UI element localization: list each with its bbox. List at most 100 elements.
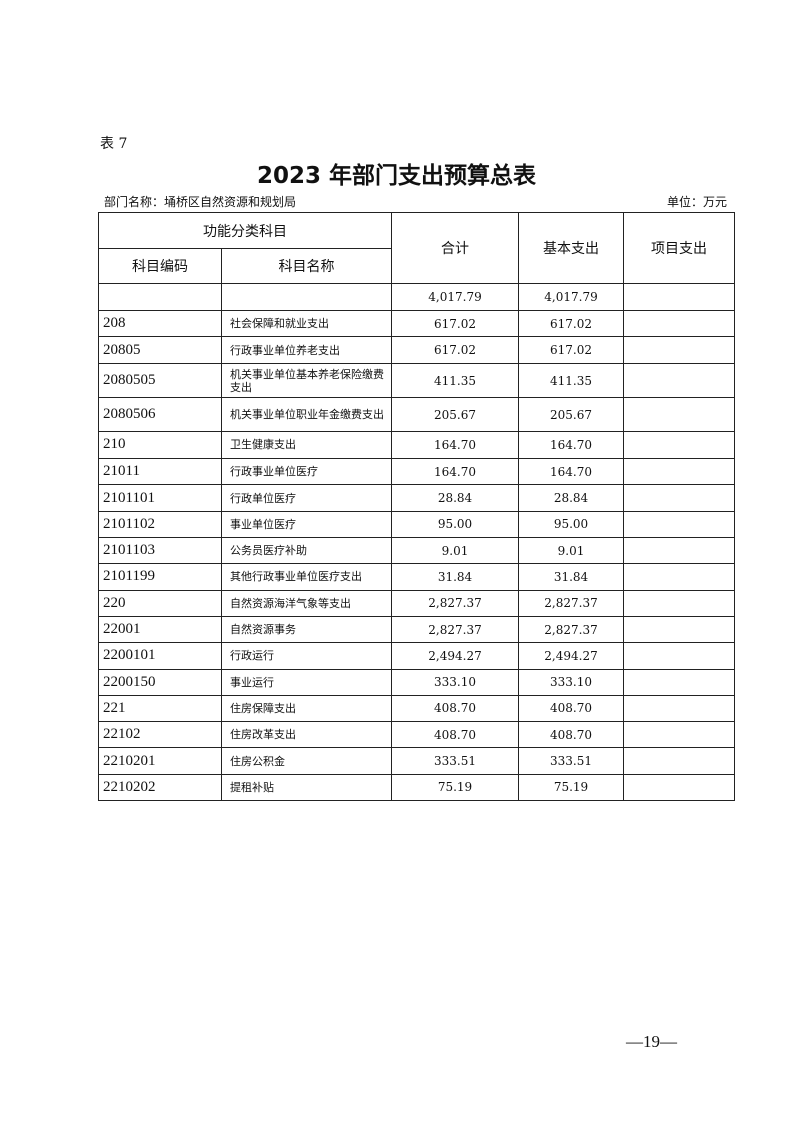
cell-project bbox=[623, 668, 735, 696]
table-row: 2101199 其他行政事业单位医疗支出 31.84 31.84 bbox=[98, 563, 735, 591]
cell-name: 住房改革支出 bbox=[221, 721, 392, 749]
table-row: 4,017.79 4,017.79 bbox=[98, 283, 735, 311]
cell-name: 住房公积金 bbox=[221, 747, 392, 775]
table-row: 22102 住房改革支出 408.70 408.70 bbox=[98, 721, 735, 749]
cell-project bbox=[623, 363, 735, 399]
table-row: 2200150 事业运行 333.10 333.10 bbox=[98, 668, 735, 696]
cell-total: 9.01 bbox=[391, 537, 519, 565]
cell-name: 行政单位医疗 bbox=[221, 484, 392, 512]
cell-total: 408.70 bbox=[391, 721, 519, 749]
table-row: 2200101 行政运行 2,494.27 2,494.27 bbox=[98, 642, 735, 670]
cell-code: 2200101 bbox=[98, 642, 222, 670]
header-name: 科目名称 bbox=[221, 248, 392, 284]
cell-name: 事业运行 bbox=[221, 668, 392, 696]
header-project: 项目支出 bbox=[623, 212, 735, 284]
table-row: 2101103 公务员医疗补助 9.01 9.01 bbox=[98, 537, 735, 565]
cell-code: 22001 bbox=[98, 615, 222, 644]
cell-project bbox=[623, 747, 735, 775]
cell-code: 210 bbox=[98, 431, 222, 459]
table-row: 22001 自然资源事务 2,827.37 2,827.37 bbox=[98, 615, 735, 644]
cell-basic: 411.35 bbox=[518, 363, 624, 399]
cell-basic: 9.01 bbox=[518, 537, 624, 565]
cell-total: 408.70 bbox=[391, 694, 519, 723]
department-name: 部门名称：埇桥区自然资源和规划局 bbox=[104, 195, 297, 209]
cell-name: 社会保障和就业支出 bbox=[221, 309, 392, 338]
cell-name: 住房保障支出 bbox=[221, 694, 392, 723]
cell-code: 2210201 bbox=[98, 747, 222, 775]
cell-name: 自然资源事务 bbox=[221, 615, 392, 644]
cell-code: 2200150 bbox=[98, 668, 222, 696]
table-row: 20805 行政事业单位养老支出 617.02 617.02 bbox=[98, 336, 735, 365]
cell-code: 220 bbox=[98, 589, 222, 617]
cell-total: 2,827.37 bbox=[391, 589, 519, 617]
cell-project bbox=[623, 642, 735, 670]
table-row: 220 自然资源海洋气象等支出 2,827.37 2,827.37 bbox=[98, 589, 735, 617]
cell-project bbox=[623, 694, 735, 723]
cell-project bbox=[623, 589, 735, 617]
cell-name: 机关事业单位基本养老保险缴费支出 bbox=[221, 363, 392, 399]
table-row: 210 卫生健康支出 164.70 164.70 bbox=[98, 431, 735, 459]
cell-total: 2,827.37 bbox=[391, 615, 519, 644]
table-row: 21011 行政事业单位医疗 164.70 164.70 bbox=[98, 457, 735, 486]
table-row: 2080506 机关事业单位职业年金缴费支出 205.67 205.67 bbox=[98, 397, 735, 433]
cell-basic: 2,494.27 bbox=[518, 642, 624, 670]
cell-project bbox=[623, 537, 735, 565]
header-code: 科目编码 bbox=[98, 248, 222, 284]
cell-name: 卫生健康支出 bbox=[221, 431, 392, 459]
cell-basic: 205.67 bbox=[518, 397, 624, 433]
cell-basic: 4,017.79 bbox=[518, 283, 624, 311]
cell-basic: 617.02 bbox=[518, 336, 624, 365]
cell-code bbox=[98, 283, 222, 311]
cell-name: 事业单位医疗 bbox=[221, 510, 392, 539]
cell-project bbox=[623, 773, 735, 802]
cell-total: 617.02 bbox=[391, 336, 519, 365]
cell-total: 205.67 bbox=[391, 397, 519, 433]
cell-basic: 31.84 bbox=[518, 563, 624, 591]
cell-code: 2080506 bbox=[98, 397, 222, 433]
cell-code: 221 bbox=[98, 694, 222, 723]
cell-total: 164.70 bbox=[391, 457, 519, 486]
cell-name: 行政事业单位医疗 bbox=[221, 457, 392, 486]
table-row: 2080505 机关事业单位基本养老保险缴费支出 411.35 411.35 bbox=[98, 363, 735, 399]
cell-code: 2101103 bbox=[98, 537, 222, 565]
cell-total: 333.51 bbox=[391, 747, 519, 775]
cell-code: 21011 bbox=[98, 457, 222, 486]
table-row: 221 住房保障支出 408.70 408.70 bbox=[98, 694, 735, 723]
header-function-group: 功能分类科目 bbox=[98, 212, 392, 249]
cell-total: 95.00 bbox=[391, 510, 519, 539]
cell-code: 2210202 bbox=[98, 773, 222, 802]
table-row: 2210202 提租补贴 75.19 75.19 bbox=[98, 773, 735, 802]
cell-name: 公务员医疗补助 bbox=[221, 537, 392, 565]
cell-project bbox=[623, 336, 735, 365]
table-row: 2101102 事业单位医疗 95.00 95.00 bbox=[98, 510, 735, 539]
cell-code: 208 bbox=[98, 309, 222, 338]
cell-project bbox=[623, 563, 735, 591]
budget-table: 功能分类科目 合计 基本支出 项目支出 科目编码 科目名称 4,017.79 4,… bbox=[98, 212, 735, 802]
cell-project bbox=[623, 484, 735, 512]
cell-project bbox=[623, 615, 735, 644]
cell-total: 4,017.79 bbox=[391, 283, 519, 311]
cell-basic: 617.02 bbox=[518, 309, 624, 338]
cell-total: 411.35 bbox=[391, 363, 519, 399]
cell-total: 617.02 bbox=[391, 309, 519, 338]
page-title: 2023 年部门支出预算总表 bbox=[256, 163, 537, 189]
cell-code: 20805 bbox=[98, 336, 222, 365]
cell-basic: 164.70 bbox=[518, 431, 624, 459]
cell-basic: 2,827.37 bbox=[518, 615, 624, 644]
cell-basic: 164.70 bbox=[518, 457, 624, 486]
cell-basic: 28.84 bbox=[518, 484, 624, 512]
cell-total: 28.84 bbox=[391, 484, 519, 512]
cell-basic: 408.70 bbox=[518, 721, 624, 749]
cell-basic: 75.19 bbox=[518, 773, 624, 802]
cell-project bbox=[623, 721, 735, 749]
header-basic: 基本支出 bbox=[518, 212, 624, 284]
cell-code: 2101102 bbox=[98, 510, 222, 539]
unit-label: 单位：万元 bbox=[666, 195, 727, 209]
header-total: 合计 bbox=[391, 212, 519, 284]
cell-name: 其他行政事业单位医疗支出 bbox=[221, 563, 392, 591]
cell-code: 2101199 bbox=[98, 563, 222, 591]
cell-project bbox=[623, 457, 735, 486]
table-number: 表 7 bbox=[100, 136, 128, 152]
cell-project bbox=[623, 283, 735, 311]
